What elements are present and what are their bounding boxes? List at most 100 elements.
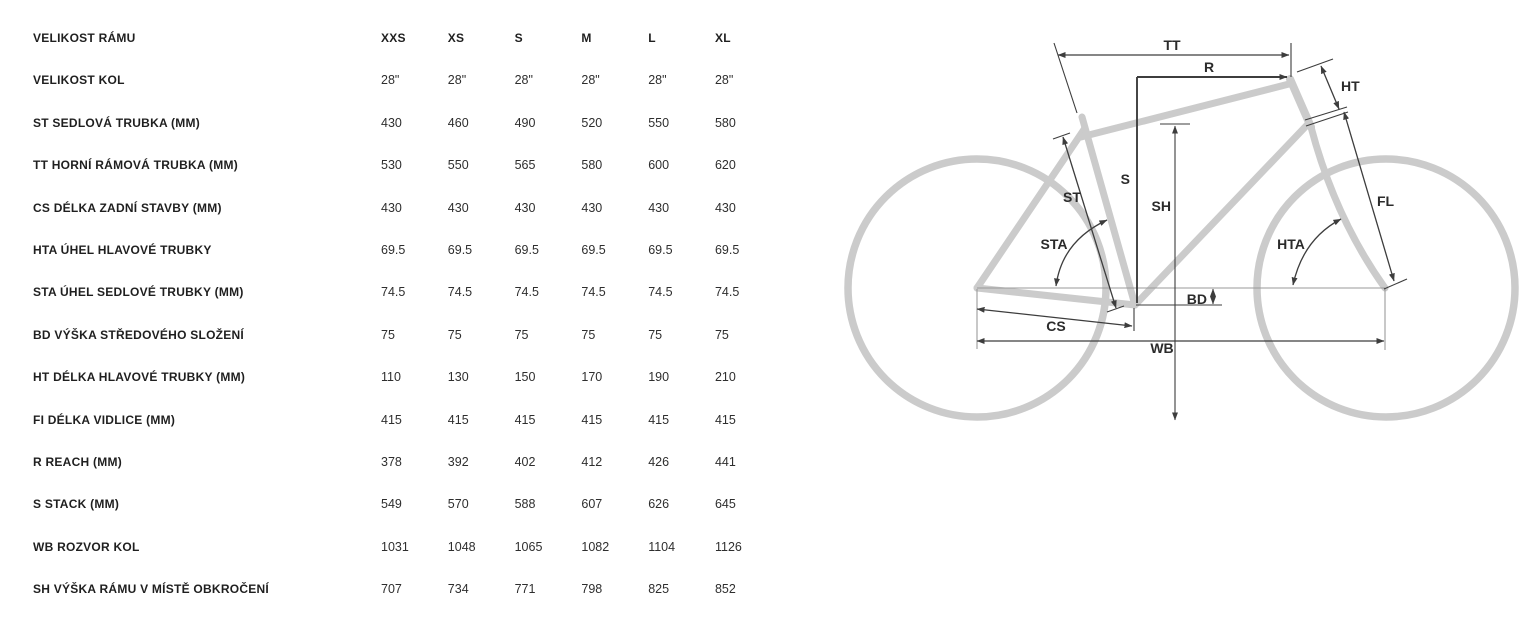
row-value: 430 (381, 200, 402, 215)
head-bottom-slash-2 (1305, 111, 1349, 127)
row-value: 426 (648, 454, 670, 469)
cs-label: CS (1046, 318, 1065, 334)
table-row: STA ÚHEL SEDLOVÉ TRUBKY (MM) 74.5 74.5 74.5… (33, 285, 782, 327)
row-value: 565 (514, 158, 536, 173)
row-value: 626 (648, 497, 670, 512)
hta-label: HTA (1277, 236, 1305, 252)
row-value: 28" (648, 73, 667, 88)
row-value: 75 (447, 327, 462, 342)
row-value: 150 (514, 370, 536, 385)
row-value: 645 (714, 497, 736, 512)
row-value: 588 (514, 497, 536, 512)
table-row: TT HORNÍ RÁMOVÁ TRUBKA (MM) 530 550 565 580 6… (33, 158, 782, 200)
row-value: 825 (648, 582, 670, 597)
row-value: 69.5 (514, 242, 539, 257)
ht-top-tick (1296, 58, 1334, 73)
row-value: 74.5 (581, 285, 606, 300)
table-row: S STACK (MM) 549 570 588 607 626 645 (33, 497, 782, 539)
bd-label: BD (1187, 291, 1207, 307)
row-value: 415 (381, 412, 402, 427)
row-value: 74.5 (447, 285, 473, 300)
head-bottom-slash-1 (1304, 106, 1348, 121)
row-label: CS DÉLKA ZADNÍ STAVBY (MM) (33, 200, 222, 215)
cs-dimension-line (976, 306, 1133, 329)
row-label: TT HORNÍ RÁMOVÁ TRUBKA (MM) (33, 158, 238, 173)
fl-dimension-line (1343, 111, 1395, 282)
row-value: 441 (714, 454, 736, 469)
row-value: 430 (648, 200, 670, 215)
size-column-header: L (648, 31, 656, 45)
top-tube (1077, 80, 1293, 141)
size-column-header: S (514, 31, 523, 45)
table-row: SH VÝŠKA RÁMU V MÍSTĚ OBKROČENÍ 707 734 771… (33, 582, 782, 624)
row-value: 430 (714, 200, 736, 215)
row-value: 170 (581, 370, 603, 385)
stack-label: S (1121, 171, 1130, 187)
row-value: 28" (581, 73, 600, 88)
row-value: 490 (514, 115, 536, 130)
row-value: 771 (514, 582, 536, 597)
row-value: 75 (381, 327, 395, 342)
table-row: HTA ÚHEL HLAVOVÉ TRUBKY 69.5 69.5 69.5 69.5 6… (33, 243, 782, 285)
row-value: 1065 (514, 539, 543, 554)
sta-label: STA (1041, 236, 1068, 252)
row-value: 74.5 (714, 285, 740, 300)
row-value: 460 (447, 115, 469, 130)
row-value: 520 (581, 115, 603, 130)
row-value: 1048 (447, 539, 476, 554)
row-label: ST SEDLOVÁ TRUBKA (MM) (33, 115, 201, 130)
row-value: 430 (381, 115, 402, 130)
row-value: 734 (447, 582, 469, 597)
row-value: 69.5 (714, 242, 740, 257)
row-value: 415 (447, 412, 469, 427)
table-header-row: VELIKOST RÁMU XXS XS S M L XL (33, 31, 782, 73)
head-tube (1286, 75, 1315, 131)
row-value: 210 (714, 370, 736, 385)
row-label: STA ÚHEL SEDLOVÉ TRUBKY (MM) (33, 285, 244, 300)
row-value: 130 (447, 370, 469, 385)
row-label: HT DÉLKA HLAVOVÉ TRUBKY (MM) (33, 370, 246, 385)
row-value: 415 (648, 412, 670, 427)
row-value: 28" (381, 73, 400, 88)
row-value: 75 (581, 327, 596, 342)
row-value: 570 (447, 497, 469, 512)
down-tube (1132, 120, 1312, 308)
row-value: 415 (514, 412, 536, 427)
row-value: 75 (514, 327, 529, 342)
row-value: 620 (714, 158, 736, 173)
row-value: 1126 (714, 539, 742, 554)
row-value: 402 (514, 454, 536, 469)
sta-angle-arc (1054, 219, 1108, 287)
bike-geometry-diagram: TT R HT ST S SH STA HTA BD CS WB FL (844, 37, 1519, 421)
row-value: 1104 (648, 539, 676, 554)
row-label: R REACH (MM) (33, 454, 122, 469)
row-value: 550 (447, 158, 469, 173)
st-top-tick (1052, 132, 1071, 140)
row-value: 392 (447, 454, 469, 469)
ht-label: HT (1341, 78, 1360, 94)
st-label: ST (1063, 189, 1081, 205)
table-row: FI DÉLKA VIDLICE (MM) 415 415 415 415 415 415 (33, 413, 782, 455)
row-value: 75 (714, 327, 729, 342)
row-value: 549 (381, 497, 402, 512)
row-value: 69.5 (447, 242, 473, 257)
row-value: 600 (648, 158, 670, 173)
row-label: HTA ÚHEL HLAVOVÉ TRUBKY (33, 242, 212, 257)
row-value: 415 (714, 412, 736, 427)
row-value: 580 (714, 115, 736, 130)
hta-angle-arc (1291, 218, 1342, 286)
fl-bottom-tick (1383, 278, 1408, 290)
fl-label: FL (1377, 193, 1395, 209)
seat-stay-tube (973, 124, 1089, 292)
table-row: BD VÝŠKA STŘEDOVÉHO SLOŽENÍ 75 75 75 75 75 75 (33, 328, 782, 370)
row-value: 430 (447, 200, 469, 215)
row-value: 28" (447, 73, 467, 88)
row-value: 852 (714, 582, 736, 597)
row-value: 110 (381, 370, 401, 385)
row-label: WB ROZVOR KOL (33, 539, 140, 554)
row-value: 550 (648, 115, 670, 130)
table-body: VELIKOST KOL 28" 28" 28" 28" 28" 28" ST SEDLOVÁ… (33, 73, 782, 624)
table-row: VELIKOST KOL 28" 28" 28" 28" 28" 28" (33, 73, 782, 115)
tt-label: TT (1163, 37, 1181, 53)
size-header-label: VELIKOST RÁMU (33, 31, 136, 45)
